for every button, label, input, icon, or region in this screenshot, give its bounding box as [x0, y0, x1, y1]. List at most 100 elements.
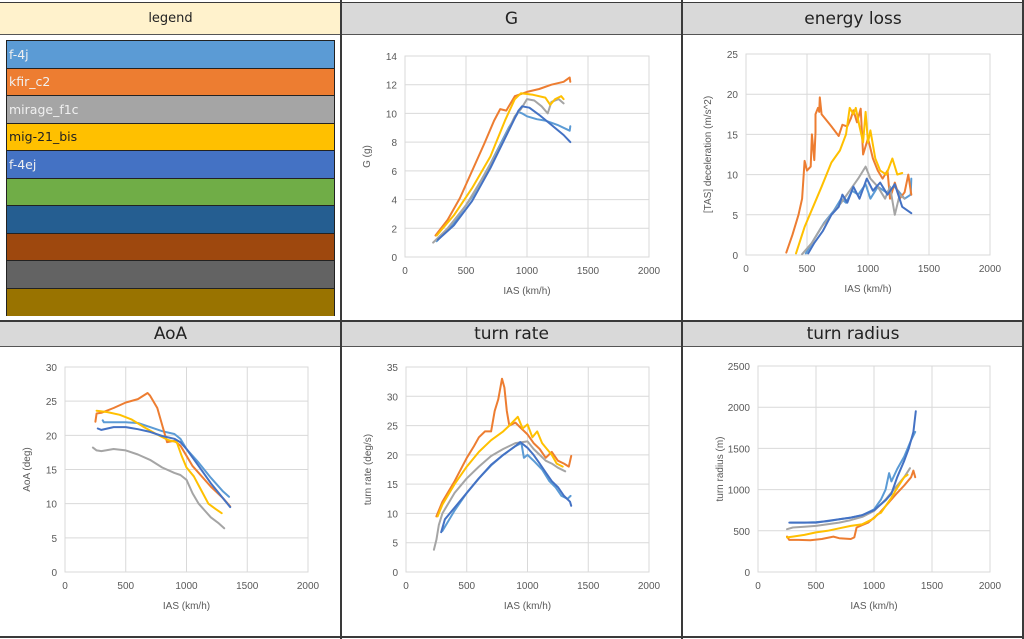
legend-item: kfir_c2 — [7, 68, 334, 96]
grid-divider-right — [1022, 0, 1024, 639]
x-axis-title: IAS (km/h) — [503, 286, 550, 297]
series-line-kfir-c2 — [786, 469, 917, 542]
series-line-f-4j — [101, 419, 230, 498]
series-line-mig-21-bis — [435, 92, 565, 237]
x-tick-label: 0 — [755, 581, 761, 592]
grid-divider-top — [0, 2, 1024, 3]
y-tick-label: 15 — [46, 466, 58, 477]
y-tick-label: 0 — [392, 568, 398, 579]
legend-item — [7, 178, 334, 206]
y-axis-title: G (g) — [362, 145, 373, 168]
y-axis-title: [TAS] deceleration (m/s^2) — [703, 96, 714, 213]
y-axis-title: turn rate (deg/s) — [363, 434, 374, 505]
y-tick-label: 0 — [732, 251, 738, 262]
series-line-f-4j — [804, 177, 913, 255]
x-axis-title: IAS (km/h) — [163, 601, 210, 612]
y-tick-label: 20 — [387, 451, 399, 462]
x-tick-label: 500 — [458, 266, 475, 277]
series-line-f-4j — [441, 442, 572, 532]
x-tick-label: 1500 — [918, 264, 941, 275]
legend-item: mirage_f1c — [7, 96, 334, 124]
y-tick-label: 500 — [733, 527, 750, 538]
x-tick-label: 500 — [117, 581, 134, 592]
series-line-f-4ej — [788, 410, 917, 524]
legend-header: legend — [0, 3, 341, 35]
series-line-f-4ej — [96, 426, 232, 509]
y-tick-label: 10 — [386, 109, 398, 120]
chart-g: 0 2 4 6 8 10 12 14 0 500 1000 1500 2000 IAS (km/h) G (… — [362, 52, 661, 297]
y-tick-label: 5 — [51, 534, 57, 545]
series-line-kfir-c2 — [434, 76, 572, 237]
y-tick-label: 5 — [732, 211, 738, 222]
legend-item: f-4ej — [7, 151, 334, 179]
y-tick-label: 15 — [387, 480, 399, 491]
y-tick-label: 10 — [387, 509, 399, 520]
x-tick-label: 1500 — [577, 581, 600, 592]
grid-divider-bottom — [0, 636, 1024, 638]
chart-turn-radius: 0 500 1000 1500 2000 2500 0 500 1000 1500 2000 IAS … — [715, 362, 1002, 612]
series-line-mirage-f1c — [432, 440, 567, 551]
grid-divider-middle — [0, 320, 1024, 322]
x-tick-label: 1000 — [857, 264, 880, 275]
y-tick-label: 0 — [391, 253, 397, 264]
chart-turn-rate: 0 5 10 15 20 25 30 35 0 500 1000 1500 2000 IAS (km/h)… — [363, 363, 661, 612]
legend-item-label: mirage_f1c — [9, 101, 79, 117]
x-tick-label: 2000 — [638, 581, 661, 592]
x-tick-label: 1500 — [236, 581, 259, 592]
y-tick-label: 1000 — [728, 486, 751, 497]
x-tick-label: 1000 — [863, 581, 886, 592]
series-line-f-4ej — [807, 177, 913, 255]
y-tick-label: 20 — [46, 431, 58, 442]
y-tick-label: 10 — [46, 500, 58, 511]
legend-item — [7, 206, 334, 234]
chart-aoa: 0 5 10 15 20 25 30 0 500 1000 1500 2000 IAS (km/h) Ao… — [22, 363, 320, 612]
y-tick-label: 30 — [387, 392, 399, 403]
x-tick-label: 1000 — [175, 581, 198, 592]
legend-item — [7, 261, 334, 289]
y-tick-label: 30 — [46, 363, 58, 374]
y-tick-label: 0 — [744, 568, 750, 579]
x-tick-label: 1000 — [516, 266, 539, 277]
legend-item-label: f-4j — [9, 46, 29, 62]
series-line-mirage-f1c — [91, 446, 226, 530]
x-tick-label: 2000 — [979, 581, 1002, 592]
legend: f-4j kfir_c2 mirage_f1c mig-21_bis f-4ej — [6, 40, 335, 316]
legend-item-label: mig-21_bis — [9, 129, 78, 145]
legend-item-label: f-4ej — [9, 156, 37, 172]
chart-energy-loss: 0 5 10 15 20 25 0 500 1000 1500 2000 IAS (km/h) [TAS… — [703, 50, 1002, 295]
x-tick-label: 500 — [458, 581, 475, 592]
y-tick-label: 2500 — [728, 362, 751, 373]
x-tick-label: 0 — [743, 264, 749, 275]
grid-divider-col1 — [340, 0, 342, 639]
x-tick-label: 2000 — [297, 581, 320, 592]
series-line-f-4ej — [440, 441, 573, 534]
grid-divider-col2 — [681, 0, 683, 639]
legend-item: mig-21_bis — [7, 123, 334, 151]
y-tick-label: 12 — [386, 81, 398, 92]
y-tick-label: 2000 — [728, 403, 751, 414]
x-tick-label: 0 — [402, 266, 408, 277]
series-line-mig-21-bis — [95, 409, 223, 515]
y-tick-label: 14 — [386, 52, 398, 63]
y-tick-label: 8 — [391, 138, 397, 149]
y-tick-label: 25 — [387, 422, 399, 433]
x-tick-label: 1000 — [516, 581, 539, 592]
x-tick-label: 2000 — [638, 266, 661, 277]
y-tick-label: 2 — [391, 224, 397, 235]
y-axis-title: AoA (deg) — [22, 447, 33, 491]
series-line-mirage-f1c — [786, 467, 911, 531]
y-axis-title: turn radius (m) — [715, 436, 726, 501]
x-axis-title: IAS (km/h) — [504, 601, 551, 612]
series-line-mig-21-bis — [436, 415, 564, 518]
y-tick-label: 1500 — [728, 444, 751, 455]
chart-header-aoa: AoA — [0, 322, 341, 347]
x-tick-label: 1500 — [921, 581, 944, 592]
y-tick-label: 15 — [727, 130, 739, 141]
y-tick-label: 35 — [387, 363, 399, 374]
y-tick-label: 25 — [727, 50, 739, 61]
x-tick-label: 500 — [799, 264, 816, 275]
series-line-f-4ej — [436, 105, 572, 241]
series-line-kfir-c2 — [435, 377, 573, 518]
series-line-mirage-f1c — [801, 165, 906, 256]
